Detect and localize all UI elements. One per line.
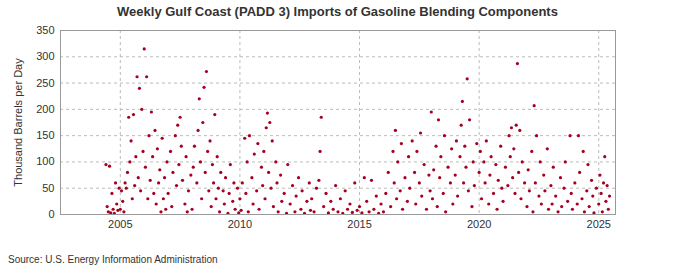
svg-text:Thousand Barrels per Day: Thousand Barrels per Day (12, 58, 24, 187)
svg-text:2010: 2010 (228, 218, 252, 230)
svg-text:0: 0 (48, 208, 54, 220)
svg-text:150: 150 (36, 129, 54, 141)
svg-text:2015: 2015 (347, 218, 371, 230)
svg-text:200: 200 (36, 103, 54, 115)
svg-text:2020: 2020 (467, 218, 491, 230)
svg-text:350: 350 (36, 24, 54, 36)
svg-text:100: 100 (36, 155, 54, 167)
svg-text:250: 250 (36, 77, 54, 89)
svg-text:300: 300 (36, 50, 54, 62)
html-text:Weekly Gulf Coast (PADD 3) Imp: Weekly Gulf Coast (PADD 3) Imports of Ga… (117, 4, 558, 19)
svg-text:2025: 2025 (587, 218, 611, 230)
svg-text:50: 50 (42, 182, 54, 194)
svg-text:2005: 2005 (108, 218, 132, 230)
html-text:Source: U.S. Energy Informatio: Source: U.S. Energy Information Administ… (8, 254, 218, 265)
